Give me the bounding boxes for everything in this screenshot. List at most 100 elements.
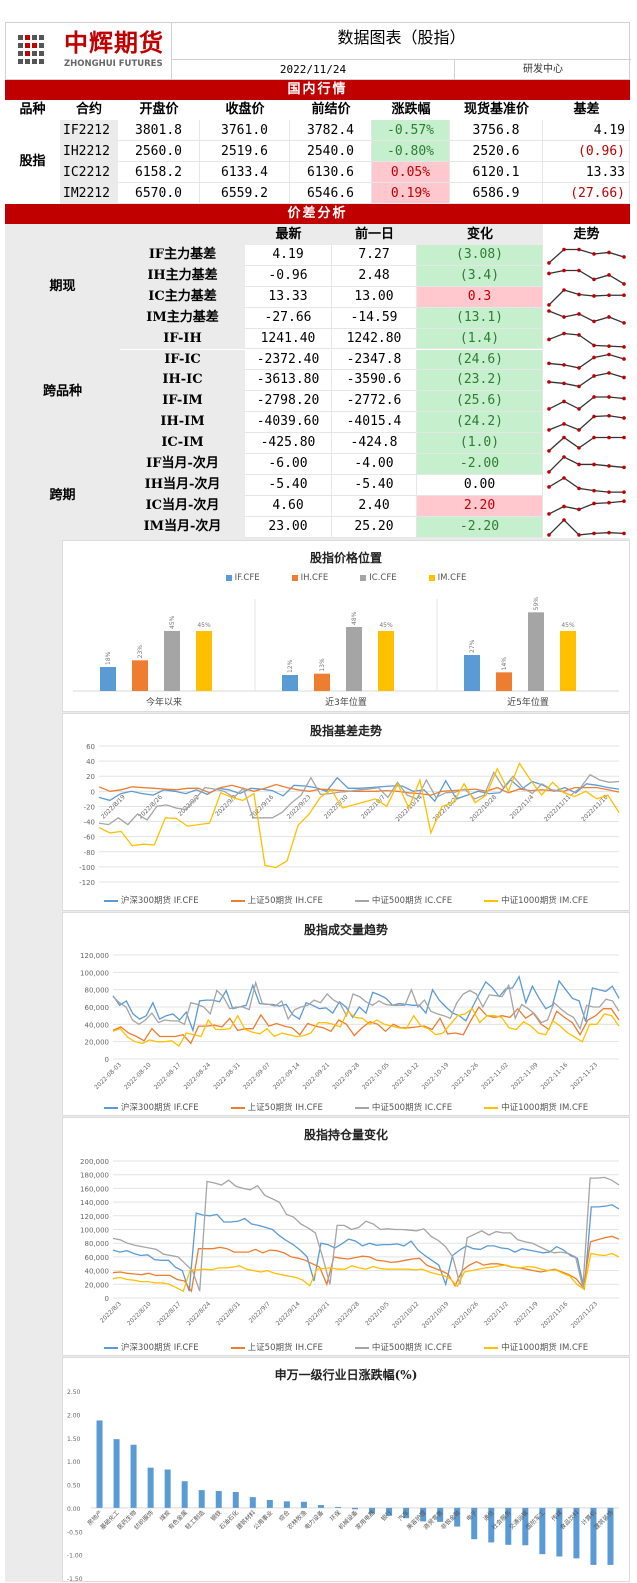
sparkline-point	[547, 361, 551, 365]
legend-label: 沪深300期货 IF.CFE	[120, 1343, 199, 1353]
y-tick-label: 0	[105, 1056, 109, 1064]
sparkline-line	[548, 456, 625, 473]
logo-mark	[32, 59, 37, 64]
bar	[607, 1507, 614, 1565]
y-tick-label: -120	[79, 879, 95, 887]
sparkline-point	[577, 462, 581, 467]
legend-item: 中证1000期货 IM.CFE	[484, 894, 588, 906]
legend-label: 中证500期货 IC.CFE	[371, 1343, 453, 1353]
sparkline-point	[607, 314, 611, 319]
chart-legend: 沪深300期货 IF.CFE 上证50期货 IH.CFE 中证500期货 IC.CF…	[63, 1341, 629, 1353]
category-label: 钢铁	[209, 1509, 223, 1523]
group-label: 跨期	[5, 454, 120, 538]
bar	[420, 1507, 427, 1522]
data-label: 48%	[351, 611, 358, 625]
sparkline	[547, 476, 626, 494]
x-tick-label: 2022/11/11	[543, 794, 573, 824]
spread-name: IH当月-次月	[120, 474, 245, 496]
column-header: 开盘价	[139, 102, 179, 117]
spread-change: (13.1)	[417, 307, 543, 329]
spread-change: (23.2)	[417, 370, 543, 392]
sparkline-point	[592, 374, 596, 379]
sparkline-point	[562, 399, 566, 404]
chart-legend: 沪深300期货 IF.CFE 上证50期货 IH.CFE 中证500期货 IC.CF…	[63, 894, 629, 906]
spread-change: 0.3	[417, 286, 543, 308]
legend-swatch	[484, 1106, 499, 1109]
report-header: 中辉期货 ZHONGHUI FUTURES 数据图表（股指） 2022/11/2…	[5, 22, 631, 80]
bar	[369, 1507, 376, 1514]
market-close: 6559.2	[200, 183, 290, 204]
sparkline-point	[592, 531, 596, 535]
market-prev-settle: 3782.4	[290, 120, 372, 141]
sparkline-point	[607, 530, 611, 535]
sparkline-point	[562, 382, 566, 386]
x-tick-label: 2022-08-10	[123, 1061, 153, 1091]
sparkline-point	[577, 446, 581, 450]
data-label: 12%	[287, 659, 294, 673]
logo-mark	[25, 59, 30, 64]
legend-label: 中证1000期货 IM.CFE	[501, 1103, 589, 1113]
bar	[403, 1507, 410, 1519]
legend-item: 沪深300期货 IF.CFE	[103, 1101, 199, 1113]
x-tick-label: 2022/9/14	[275, 1300, 302, 1327]
spread-name: IH-IM	[120, 412, 245, 434]
bar	[556, 1507, 563, 1557]
sparkline-point	[562, 504, 566, 509]
legend-swatch	[230, 1106, 245, 1109]
sparkline-point	[592, 501, 596, 506]
price-position-plot: 今年以来 18% 23% 45% 45% 近3年位置 12% 13% 48% 45% 近5年位置 27…	[73, 597, 619, 708]
series-line-im	[112, 1252, 620, 1293]
x-tick-label: 2022-11-23	[570, 1061, 600, 1091]
bar	[164, 631, 180, 691]
spread-header-blank	[5, 224, 245, 245]
market-prev-settle: 2540.0	[290, 141, 372, 162]
y-tick-label: 120,000	[80, 952, 109, 960]
category-label: 今年以来	[146, 696, 182, 708]
sparkline-point	[592, 355, 596, 359]
bar	[437, 1507, 444, 1522]
bar	[464, 655, 480, 691]
spread-prev: -14.59	[332, 307, 417, 329]
x-tick-label: 2022/9/28	[334, 1300, 361, 1327]
spread-prev: -2347.8	[332, 349, 417, 371]
sparkline-point	[607, 293, 611, 297]
sparkline-point	[562, 476, 566, 480]
x-tick-label: 2022/9/21	[305, 1300, 332, 1327]
legend-label: 中证500期货 IC.CFE	[371, 896, 453, 906]
category-label: 股指	[19, 154, 46, 169]
sparkline-line	[548, 396, 625, 410]
legend-swatch	[354, 1346, 369, 1349]
sparkline-point	[622, 416, 626, 420]
series-line-im	[98, 762, 620, 869]
market-section-title: 国内行情	[5, 80, 630, 100]
bar	[528, 612, 544, 691]
y-tick-label: 0	[91, 788, 95, 796]
sparkline-point	[547, 532, 551, 537]
y-tick-label: -100	[79, 864, 95, 872]
chart-title: 股指价格位置	[309, 551, 382, 565]
legend-label: 上证50期货 IH.CFE	[247, 896, 323, 906]
spread-prev: 13.00	[332, 286, 417, 308]
industry-change-chart: 申万一级行业日涨跌幅(%) 2.50 2.00 1.50 1.00 0.50 0.00 -0…	[62, 1357, 630, 1583]
legend-label: IH.CFE	[300, 573, 329, 583]
sparkline-point	[592, 395, 596, 400]
sparkline-point	[577, 507, 581, 512]
bar	[573, 1507, 580, 1559]
sparkline-line	[548, 436, 624, 452]
bar	[196, 631, 212, 691]
legend-item: IF.CFE	[225, 573, 260, 583]
logo-mark	[25, 51, 30, 56]
y-tick-label: 80,000	[85, 987, 110, 995]
logo-mark	[39, 35, 44, 40]
spread-latest: 23.00	[245, 516, 332, 538]
industry-change-plot: 2.502.001.501.000.500.00-0.50-1.00-1.50房…	[67, 1389, 619, 1583]
company-logo: 中辉期货 ZHONGHUI FUTURES	[18, 29, 168, 69]
logo-mark	[32, 51, 37, 56]
sparkline-point	[562, 314, 566, 319]
group-label: 期现	[5, 245, 120, 329]
sparkline-line	[548, 310, 625, 324]
data-label: 45%	[197, 622, 211, 629]
data-label: 27%	[469, 639, 476, 653]
sparkline-point	[607, 273, 611, 277]
market-basis: 13.33	[543, 162, 630, 183]
